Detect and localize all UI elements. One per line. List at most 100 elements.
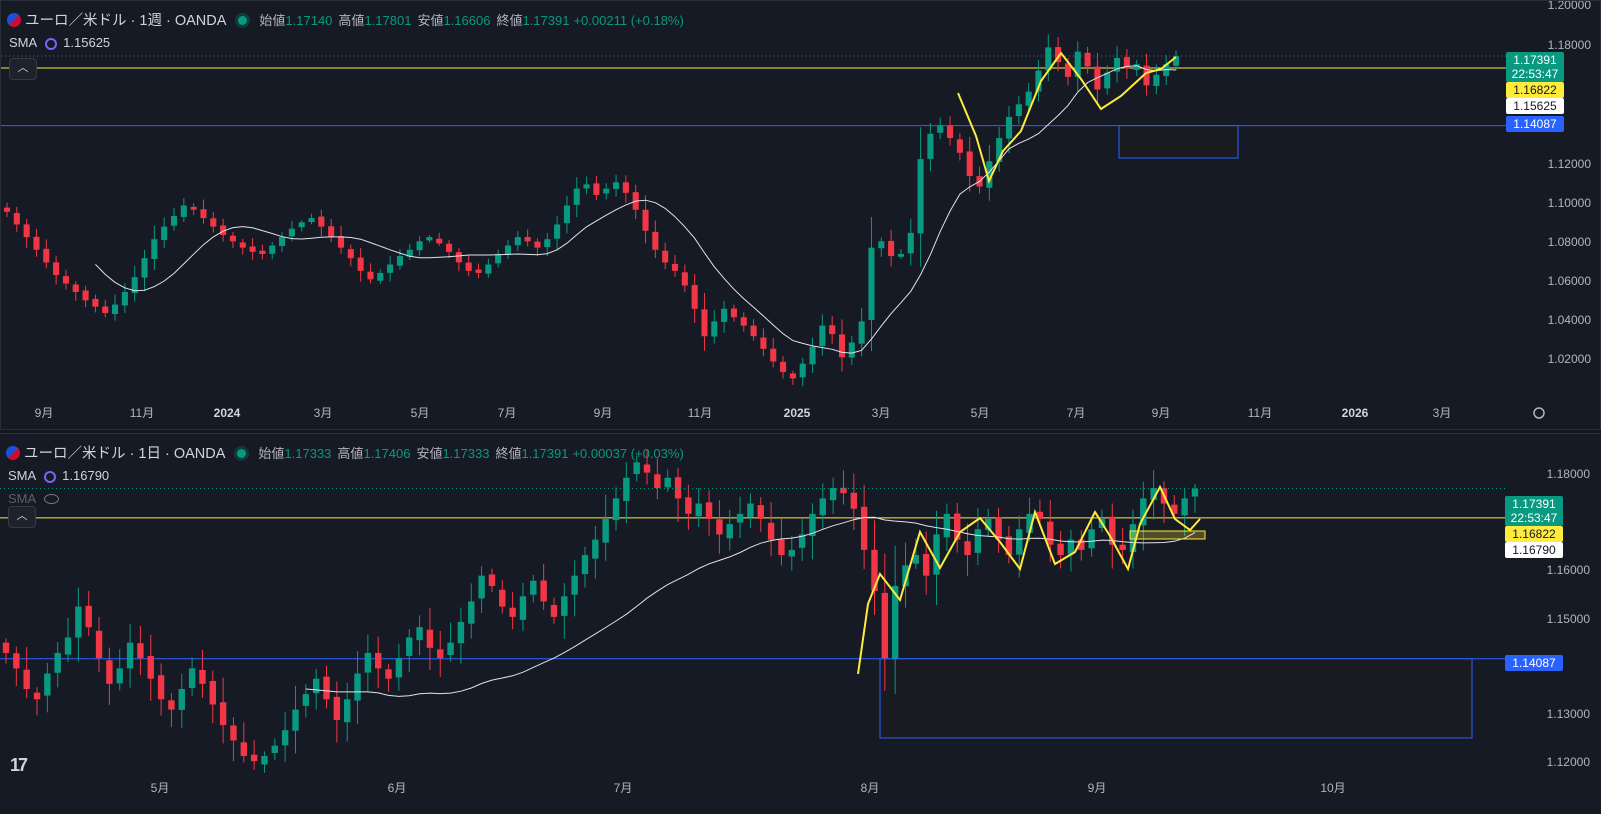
candle-body: [271, 745, 279, 753]
candle-body: [1035, 70, 1042, 92]
candle-body: [664, 477, 671, 488]
candle-body: [1088, 529, 1095, 549]
candle-body: [747, 503, 754, 518]
daily-chart-pane[interactable]: ユーロ／米ドル · 1日 · OANDA 始値1.17333 高値1.17406 安値…: [0, 433, 1601, 814]
candle-body: [770, 348, 777, 362]
price-tick-label: 1.08000: [1548, 235, 1592, 249]
symbol-title[interactable]: ユーロ／米ドル · 1日 · OANDA: [24, 446, 226, 462]
candle-body: [956, 139, 963, 153]
time-tick-label: 9月: [1152, 406, 1171, 420]
candle-body: [850, 492, 858, 509]
candle-body: [249, 246, 256, 252]
candle-body: [740, 317, 747, 326]
candle-body: [888, 240, 895, 257]
candle-body: [789, 373, 796, 379]
time-tick-label: 9月: [35, 406, 54, 420]
candle-body: [778, 539, 785, 556]
candle-body: [561, 596, 568, 616]
candle-body: [64, 637, 72, 655]
chevron-up-icon: ︿: [16, 510, 28, 522]
candle-body: [447, 642, 454, 655]
collapse-legend-button[interactable]: ︿: [8, 506, 36, 528]
candle-body: [1153, 74, 1160, 86]
candle-body: [1005, 536, 1013, 556]
price-label-countdown: 22:53:47: [1511, 511, 1558, 525]
candle-body: [102, 306, 109, 313]
candle-body: [1191, 488, 1199, 497]
trend-drawing: [957, 51, 1177, 184]
candle-body: [848, 342, 855, 358]
symbol-legend: ユーロ／米ドル · 1週 · OANDA 始値1.17140 高値1.17801 安値…: [7, 9, 688, 30]
candle-body: [137, 643, 144, 659]
high-value: 1.17406: [363, 446, 411, 461]
candle-body: [495, 253, 502, 264]
candle-body: [478, 575, 485, 599]
indicator-name: SMA: [8, 491, 37, 506]
collapse-legend-button[interactable]: ︿: [9, 58, 37, 80]
price-tick-label: 1.16000: [1547, 563, 1591, 577]
high-value: 1.17801: [364, 13, 412, 28]
candle-body: [406, 637, 413, 656]
eye-hidden-icon[interactable]: [44, 494, 60, 504]
yellow-box-drawing: [1129, 530, 1206, 540]
candle-body: [416, 241, 423, 251]
candle-body: [161, 226, 168, 241]
change-value: +0.00211 (+0.18%): [573, 13, 684, 28]
candle-body: [799, 363, 806, 378]
candle-body: [1163, 64, 1170, 76]
candle-body: [922, 554, 930, 576]
candle-body: [230, 725, 237, 741]
low-value: 1.16606: [443, 13, 491, 28]
candle-body: [131, 277, 138, 294]
candle-body: [705, 502, 713, 519]
time-tick-label: 7月: [1067, 406, 1086, 420]
indicator-sma[interactable]: SMA 1.15625: [9, 35, 110, 50]
market-status-icon: [238, 16, 248, 25]
candle-body: [622, 182, 629, 193]
candle-body: [53, 262, 60, 276]
time-tick-label: 3月: [1433, 406, 1452, 420]
weekly-chart-canvas[interactable]: 1.20000 1.18000 1.12000 1.10000 1.08000 1.060…: [1, 1, 1601, 430]
price-label-badge: [1505, 496, 1563, 526]
candle-body: [281, 730, 289, 746]
candle-body: [995, 517, 1002, 540]
candle-body: [1036, 511, 1044, 519]
candle-body: [691, 285, 698, 309]
candle-body: [674, 477, 682, 499]
candle-body: [509, 607, 516, 617]
candle-body: [1047, 521, 1054, 545]
candle-body: [1016, 529, 1023, 555]
candle-body: [426, 629, 434, 648]
gear-icon: [1533, 407, 1545, 419]
candle-body: [1143, 65, 1150, 86]
candle-body: [72, 284, 79, 292]
indicator-sma-hidden[interactable]: SMA: [8, 491, 60, 506]
indicator-sma[interactable]: SMA 1.16790: [8, 468, 109, 483]
candle-body: [736, 513, 744, 523]
price-label-badge: [1506, 82, 1564, 98]
price-tick-label: 1.04000: [1548, 313, 1592, 327]
candle-body: [695, 503, 702, 517]
candle-body: [809, 513, 816, 537]
market-status-icon: [237, 449, 247, 458]
daily-chart-canvas[interactable]: 1.18000 1.16000 1.15000 1.13000 1.12000 1.173…: [0, 434, 1601, 814]
candle-body: [809, 346, 816, 365]
price-tick-label: 1.12000: [1548, 157, 1592, 171]
candle-body: [1104, 72, 1111, 89]
price-tick-label: 1.18000: [1548, 38, 1592, 52]
candle-body: [730, 308, 737, 318]
candle-body: [964, 541, 971, 556]
candle-body: [337, 236, 345, 248]
weekly-chart-pane[interactable]: ユーロ／米ドル · 1週 · OANDA 始値1.17140 高値1.17801 安値…: [0, 0, 1601, 430]
candle-body: [3, 207, 11, 212]
symbol-title[interactable]: ユーロ／米ドル · 1週 · OANDA: [25, 13, 227, 29]
candle-body: [23, 224, 30, 238]
low-label: 安値: [417, 13, 444, 28]
candle-body: [943, 513, 951, 538]
candle-body: [178, 689, 185, 710]
candle-body: [437, 649, 444, 659]
candle-body: [524, 236, 531, 242]
candle-body: [85, 605, 92, 628]
candle-body: [426, 237, 433, 241]
candle-body: [514, 237, 521, 246]
